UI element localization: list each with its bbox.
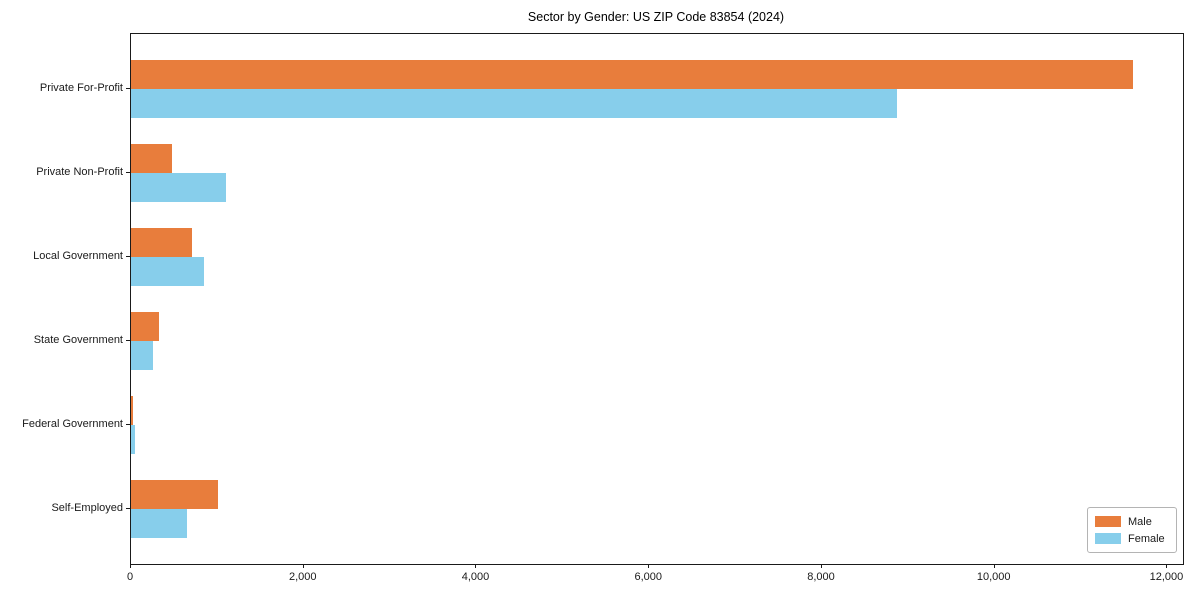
legend-label-female: Female [1128, 532, 1165, 545]
bar-female-federal-government [131, 425, 136, 454]
x-tick-mark [1166, 564, 1168, 568]
y-tick-mark [126, 88, 130, 89]
bar-female-private-for-profit [131, 89, 898, 118]
legend-item-male: Male [1095, 513, 1169, 530]
chart-title: Sector by Gender: US ZIP Code 83854 (202… [527, 10, 785, 24]
x-tick-mark [820, 564, 822, 568]
x-tick-label: 2,000 [288, 571, 317, 583]
x-tick-mark [302, 564, 304, 568]
legend-swatch-male [1095, 516, 1121, 527]
y-tick-mark [126, 424, 130, 425]
y-tick-label-local-government: Local Government [33, 250, 123, 262]
x-tick-mark [648, 564, 650, 568]
y-tick-mark [126, 172, 130, 173]
bar-female-self-employed [131, 509, 188, 538]
y-tick-mark [126, 256, 130, 257]
bar-female-state-government [131, 341, 154, 370]
y-tick-label-state-government: State Government [33, 334, 123, 346]
y-tick-mark [126, 340, 130, 341]
x-tick-label: 0 [126, 571, 134, 583]
y-tick-mark [126, 508, 130, 509]
bar-male-state-government [131, 312, 159, 341]
x-tick-mark [993, 564, 995, 568]
bar-male-federal-government [131, 396, 133, 425]
bar-male-self-employed [131, 480, 219, 509]
bar-female-local-government [131, 257, 204, 286]
x-tick-label: 12,000 [1149, 571, 1184, 583]
x-tick-label: 6,000 [634, 571, 662, 583]
y-tick-label-self-employed: Self-Employed [51, 502, 123, 514]
legend: Male Female [1087, 507, 1177, 553]
bar-female-private-non-profit [131, 173, 226, 202]
x-tick-mark [130, 564, 131, 568]
y-tick-label-private-non-profit: Private Non-Profit [36, 166, 123, 178]
bar-male-local-government [131, 228, 193, 257]
y-tick-label-private-for-profit: Private For-Profit [39, 82, 123, 94]
bar-male-private-for-profit [131, 60, 1133, 89]
x-tick-label: 8,000 [807, 571, 835, 583]
x-tick-label: 4,000 [461, 571, 490, 583]
y-tick-label-federal-government: Federal Government [22, 418, 123, 430]
bar-male-private-non-profit [131, 144, 173, 173]
legend-item-female: Female [1095, 530, 1169, 547]
legend-label-male: Male [1128, 515, 1152, 528]
plot-area [130, 33, 1184, 565]
legend-swatch-female [1095, 533, 1121, 544]
x-tick-mark [475, 564, 477, 568]
x-tick-label: 10,000 [976, 571, 1011, 583]
